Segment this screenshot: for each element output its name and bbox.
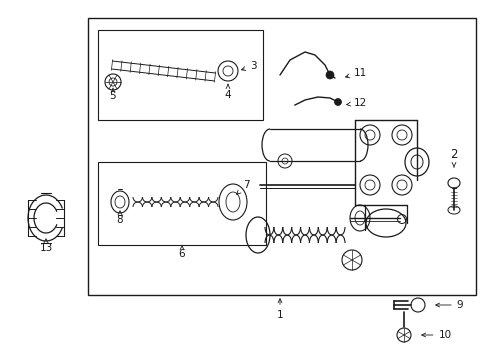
Text: 2: 2 [449,148,457,167]
Text: 11: 11 [345,68,366,78]
Bar [98,30,263,120]
Text: 5: 5 [109,88,116,101]
Text: 3: 3 [241,61,256,71]
Text: 13: 13 [40,239,53,253]
Text: 10: 10 [421,330,450,340]
Bar [88,18,475,295]
Circle shape [334,99,341,105]
Text: 6: 6 [178,246,185,259]
Text: 8: 8 [117,211,123,225]
Text: 12: 12 [346,98,366,108]
Bar [98,162,265,245]
Circle shape [325,71,333,79]
Text: 9: 9 [435,300,462,310]
Text: 4: 4 [224,84,231,100]
Text: 1: 1 [276,299,283,320]
Text: 7: 7 [236,180,249,194]
